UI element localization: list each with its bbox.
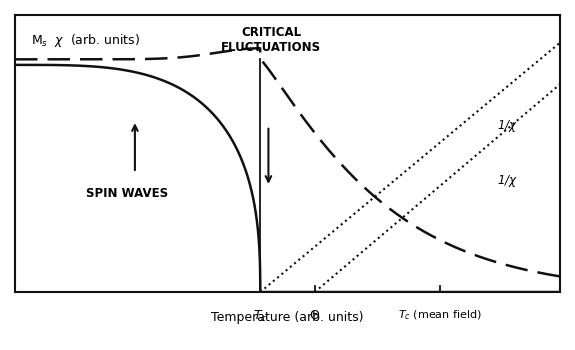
Text: $T_c$: $T_c$	[253, 309, 267, 324]
Text: $T_c$ (mean field): $T_c$ (mean field)	[398, 309, 482, 322]
Text: 1/$\chi$: 1/$\chi$	[497, 118, 518, 134]
Text: CRITICAL
FLUCTUATIONS: CRITICAL FLUCTUATIONS	[221, 26, 321, 54]
Text: $\Theta$: $\Theta$	[309, 309, 320, 322]
Text: M$_s$  $\chi$  (arb. units): M$_s$ $\chi$ (arb. units)	[32, 32, 140, 49]
X-axis label: Temperature (arb. units): Temperature (arb. units)	[211, 312, 364, 324]
Text: 1/$\chi$: 1/$\chi$	[497, 173, 518, 189]
Text: SPIN WAVES: SPIN WAVES	[86, 187, 168, 200]
